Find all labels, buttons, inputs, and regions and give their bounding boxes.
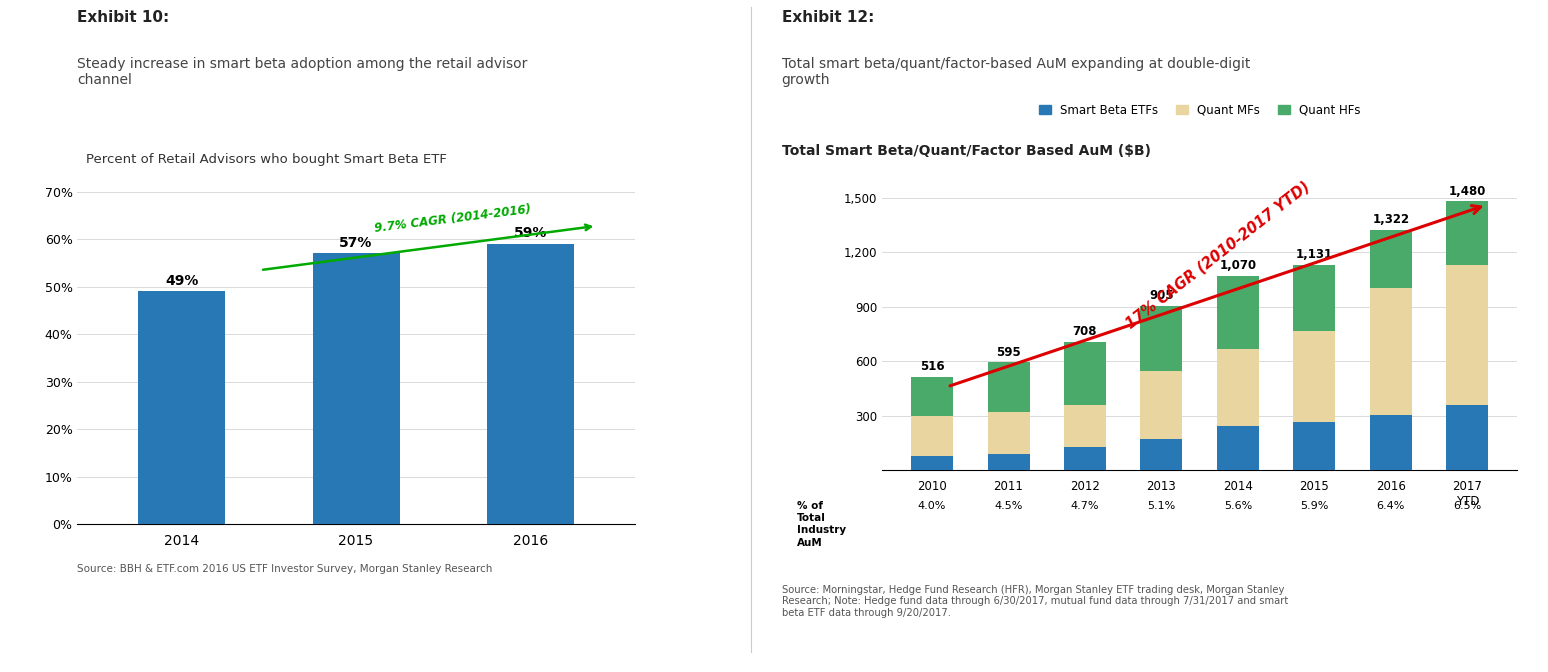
Bar [1141, 439, 1183, 470]
Text: % of
Total
Industry
AuM: % of Total Industry AuM [797, 501, 847, 548]
Bar [912, 456, 954, 470]
Text: 9.7% CAGR (2014-2016): 9.7% CAGR (2014-2016) [373, 203, 531, 235]
Text: 1,322: 1,322 [1373, 214, 1409, 226]
Bar [988, 362, 1029, 412]
Bar [1370, 415, 1412, 470]
Bar [1141, 372, 1183, 439]
Text: 516: 516 [920, 360, 944, 373]
Text: 5.6%: 5.6% [1224, 501, 1252, 511]
Bar [1141, 306, 1183, 372]
Text: Percent of Retail Advisors who bought Smart Beta ETF: Percent of Retail Advisors who bought Sm… [87, 153, 447, 165]
Bar [1294, 422, 1336, 470]
Text: 4.7%: 4.7% [1071, 501, 1099, 511]
Text: 6.5%: 6.5% [1454, 501, 1481, 511]
Text: 49%: 49% [166, 274, 198, 288]
Text: Exhibit 10:: Exhibit 10: [77, 10, 170, 25]
Bar [1217, 426, 1259, 470]
Text: 708: 708 [1073, 325, 1098, 338]
Text: Exhibit 12:: Exhibit 12: [782, 10, 875, 25]
Text: Steady increase in smart beta adoption among the retail advisor
channel: Steady increase in smart beta adoption a… [77, 57, 528, 87]
Bar [313, 253, 399, 524]
Legend: Smart Beta ETFs, Quant MFs, Quant HFs: Smart Beta ETFs, Quant MFs, Quant HFs [1034, 99, 1365, 122]
Bar [138, 292, 226, 524]
Text: 57%: 57% [339, 236, 373, 250]
Text: 4.5%: 4.5% [994, 501, 1023, 511]
Text: 595: 595 [997, 345, 1022, 359]
Bar [1063, 405, 1105, 447]
Bar [1370, 230, 1412, 288]
Bar [912, 416, 954, 456]
Text: Source: BBH & ETF.com 2016 US ETF Investor Survey, Morgan Stanley Research: Source: BBH & ETF.com 2016 US ETF Invest… [77, 564, 492, 575]
Bar [1370, 288, 1412, 415]
Bar [988, 454, 1029, 470]
Text: 17% CAGR (2010-2017 YTD): 17% CAGR (2010-2017 YTD) [1124, 179, 1313, 331]
Text: 5.1%: 5.1% [1147, 501, 1175, 511]
Bar [1446, 405, 1488, 470]
Text: 1,480: 1,480 [1449, 185, 1486, 198]
Bar [1063, 341, 1105, 405]
Bar [1217, 276, 1259, 349]
Text: 59%: 59% [514, 226, 546, 240]
Bar [1446, 265, 1488, 405]
Bar [912, 376, 954, 416]
Text: 1,070: 1,070 [1220, 259, 1257, 272]
Text: 1,131: 1,131 [1296, 248, 1333, 261]
Bar [1294, 331, 1336, 422]
Text: Source: Morningstar, Hedge Fund Research (HFR), Morgan Stanley ETF trading desk,: Source: Morningstar, Hedge Fund Research… [782, 585, 1288, 618]
Bar [1294, 265, 1336, 331]
Text: 905: 905 [1149, 289, 1173, 302]
Text: 5.9%: 5.9% [1300, 501, 1328, 511]
Text: 6.4%: 6.4% [1376, 501, 1406, 511]
Bar [1217, 349, 1259, 426]
Bar [988, 412, 1029, 454]
Text: Total Smart Beta/Quant/Factor Based AuM ($B): Total Smart Beta/Quant/Factor Based AuM … [782, 144, 1150, 159]
Bar [486, 244, 574, 524]
Bar [1446, 202, 1488, 265]
Text: 4.0%: 4.0% [918, 501, 946, 511]
Bar [1063, 447, 1105, 470]
Text: Total smart beta/quant/factor-based AuM expanding at double-digit
growth: Total smart beta/quant/factor-based AuM … [782, 57, 1251, 87]
